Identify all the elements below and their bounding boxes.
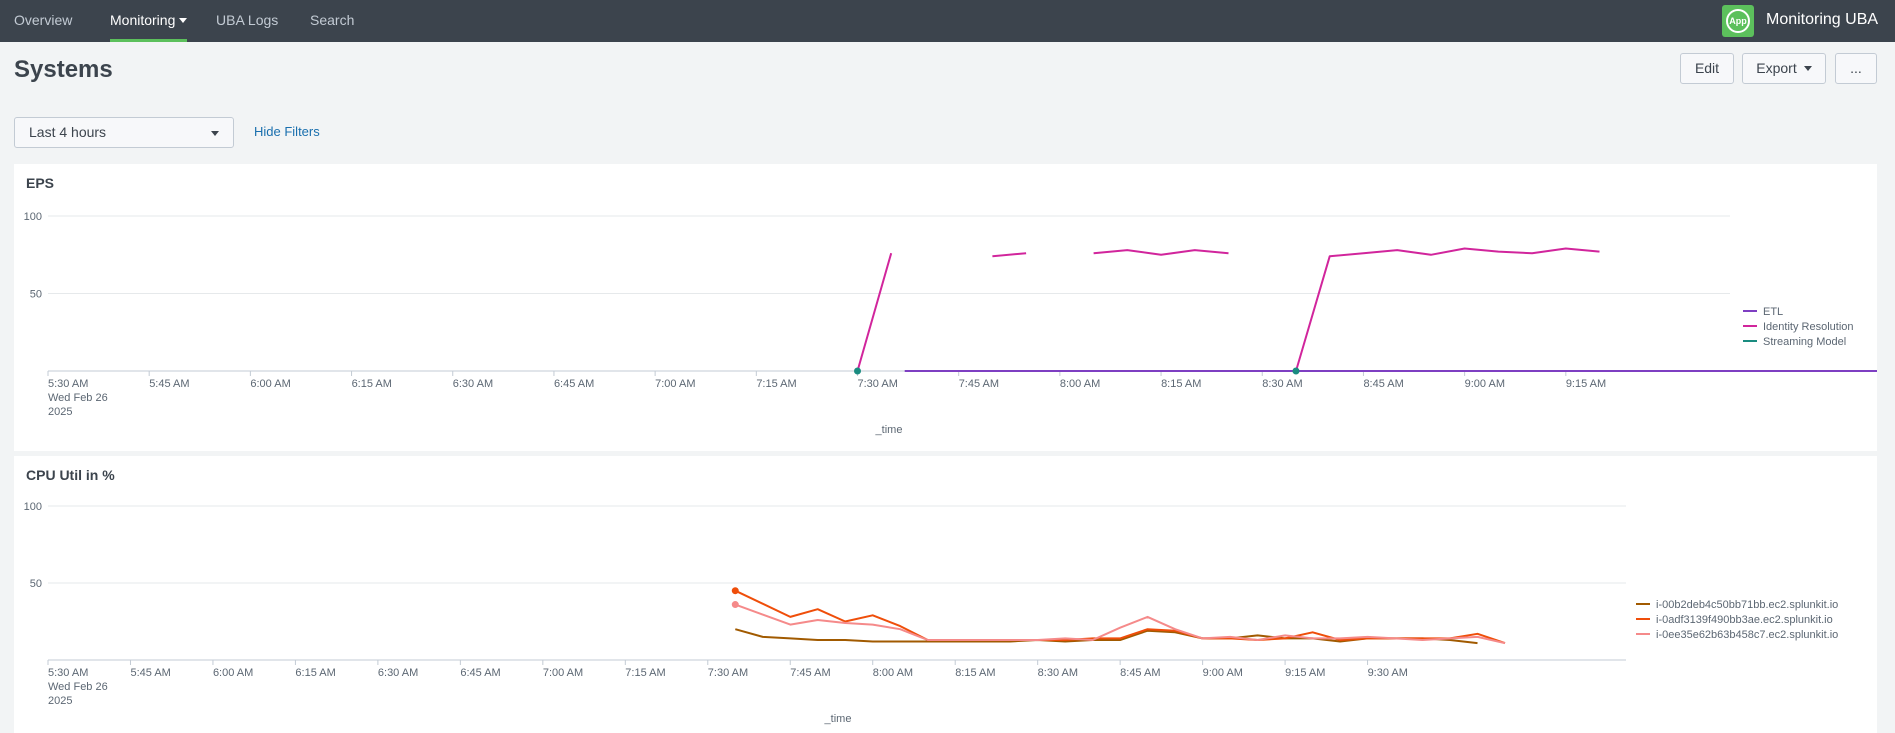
chevron-down-icon xyxy=(211,131,219,136)
eps-panel: EPS 100 50 5:30 AM 5:45 AM 6:00 AM 6:15 AM 6:3… xyxy=(14,164,1877,451)
x-tick-label: 9:30 AM xyxy=(1368,667,1408,679)
nav-uba-logs[interactable]: UBA Logs xyxy=(216,0,278,42)
x-tick-label: 7:30 AM xyxy=(708,667,748,679)
x-tick-label: 7:30 AM xyxy=(858,378,898,390)
x-date-label: Wed Feb 26 xyxy=(48,392,108,404)
x-tick-label: 9:15 AM xyxy=(1285,667,1325,679)
x-tick-label: 7:45 AM xyxy=(959,378,999,390)
x-tick-label: 5:45 AM xyxy=(130,667,170,679)
x-tick-label: 6:00 AM xyxy=(250,378,290,390)
chevron-down-icon xyxy=(179,18,187,23)
x-date-label: 2025 xyxy=(48,695,72,707)
x-tick-label: 5:30 AM xyxy=(48,667,88,679)
legend-item: ETL xyxy=(1763,306,1783,318)
x-axis-title: _time xyxy=(824,713,852,725)
x-tick-label: 6:30 AM xyxy=(453,378,493,390)
x-tick-label: 6:00 AM xyxy=(213,667,253,679)
x-tick-label: 9:15 AM xyxy=(1566,378,1606,390)
series-point xyxy=(732,587,739,594)
x-tick-label: 7:00 AM xyxy=(655,378,695,390)
x-tick-label: 7:15 AM xyxy=(625,667,665,679)
hide-filters-link[interactable]: Hide Filters xyxy=(254,124,320,139)
x-axis-title: _time xyxy=(875,424,903,436)
series-line-i-0ee35e62b63b458c7-ec2-splunkit-io xyxy=(735,605,1505,644)
x-tick-label: 5:30 AM xyxy=(48,378,88,390)
x-tick-label: 8:15 AM xyxy=(955,667,995,679)
eps-chart: 100 50 5:30 AM 5:45 AM 6:00 AM 6:15 AM 6:30 AM… xyxy=(14,164,1877,451)
edit-button[interactable]: Edit xyxy=(1680,53,1734,84)
page-title: Systems xyxy=(14,56,113,84)
legend-item: Identity Resolution xyxy=(1763,321,1854,333)
time-range-picker[interactable]: Last 4 hours xyxy=(14,117,234,148)
nav-overview[interactable]: Overview xyxy=(14,0,72,42)
more-actions-button[interactable]: ... xyxy=(1835,53,1877,84)
nav-monitoring[interactable]: Monitoring xyxy=(110,0,187,42)
x-tick-label: 8:15 AM xyxy=(1161,378,1201,390)
chevron-down-icon xyxy=(1804,66,1812,71)
x-tick-label: 6:15 AM xyxy=(295,667,335,679)
y-tick-label: 100 xyxy=(24,211,42,223)
series-line-i-0adf3139f490bb3ae-ec2-splunkit-io xyxy=(735,591,1505,643)
x-tick-label: 6:15 AM xyxy=(352,378,392,390)
cpu-chart: 100 50 5:30 AM 5:45 AM 6:00 AM 6:15 AM 6:30 AM… xyxy=(14,456,1877,733)
series-line-identity-resolution xyxy=(1296,249,1600,372)
series-line-identity-resolution xyxy=(858,253,892,371)
x-tick-label: 8:45 AM xyxy=(1363,378,1403,390)
x-tick-label: 7:15 AM xyxy=(756,378,796,390)
x-tick-label: 7:45 AM xyxy=(790,667,830,679)
y-tick-label: 100 xyxy=(24,501,42,513)
x-tick-label: 8:30 AM xyxy=(1262,378,1302,390)
legend-item: Streaming Model xyxy=(1763,336,1846,348)
legend-item: i-00b2deb4c50bb71bb.ec2.splunkit.io xyxy=(1656,599,1838,611)
export-button[interactable]: Export xyxy=(1742,53,1826,84)
top-navigation-bar: Overview Monitoring UBA Logs Search App … xyxy=(0,0,1895,42)
x-tick-label: 8:45 AM xyxy=(1120,667,1160,679)
app-icon-label: App xyxy=(1726,9,1750,33)
x-tick-label: 8:00 AM xyxy=(1060,378,1100,390)
app-title[interactable]: Monitoring UBA xyxy=(1766,0,1878,42)
x-tick-label: 9:00 AM xyxy=(1465,378,1505,390)
series-point xyxy=(732,601,739,608)
app-icon[interactable]: App xyxy=(1722,5,1754,37)
x-tick-label: 5:45 AM xyxy=(149,378,189,390)
series-line-identity-resolution xyxy=(992,253,1026,256)
nav-search[interactable]: Search xyxy=(310,0,354,42)
x-tick-label: 6:45 AM xyxy=(554,378,594,390)
x-tick-label: 6:30 AM xyxy=(378,667,418,679)
cpu-panel: CPU Util in % 100 50 5:30 AM 5:45 AM 6:00 AM… xyxy=(14,456,1877,733)
x-tick-label: 6:45 AM xyxy=(460,667,500,679)
legend-item: i-0ee35e62b63b458c7.ec2.splunkit.io xyxy=(1656,629,1838,641)
x-tick-label: 9:00 AM xyxy=(1203,667,1243,679)
series-point xyxy=(1292,368,1299,375)
legend-item: i-0adf3139f490bb3ae.ec2.splunkit.io xyxy=(1656,614,1833,626)
x-tick-label: 8:00 AM xyxy=(873,667,913,679)
x-tick-label: 7:00 AM xyxy=(543,667,583,679)
y-tick-label: 50 xyxy=(30,578,42,590)
x-date-label: Wed Feb 26 xyxy=(48,681,108,693)
y-tick-label: 50 xyxy=(30,289,42,301)
x-tick-label: 8:30 AM xyxy=(1038,667,1078,679)
series-point xyxy=(854,368,861,375)
x-date-label: 2025 xyxy=(48,406,72,418)
series-line-identity-resolution xyxy=(1094,250,1229,255)
